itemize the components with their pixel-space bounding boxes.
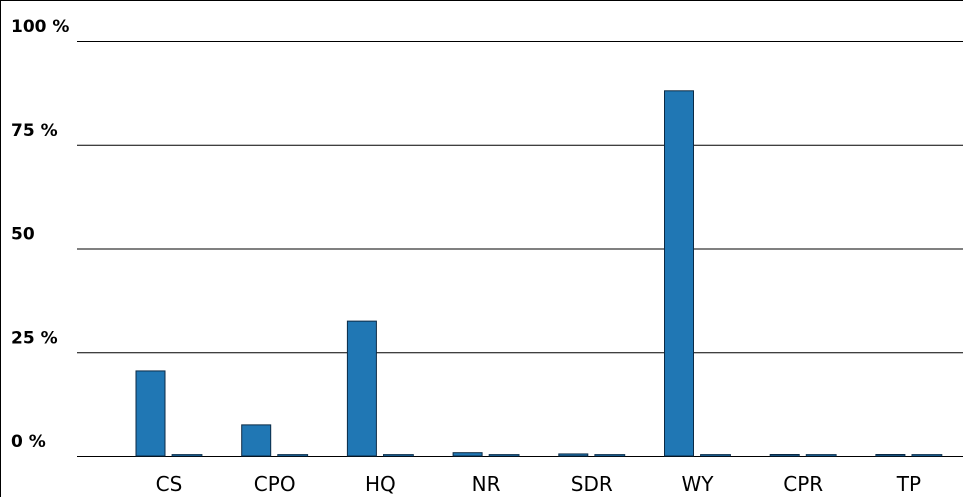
x-tick-label: TP [896, 472, 921, 496]
bar-secondary-cs [171, 454, 203, 457]
bar-secondary-nr [488, 454, 520, 457]
bar-secondary-cpr [805, 454, 837, 457]
x-axis-tick-labels: CS CPO HQ NR SDR WY CPR TP [156, 472, 921, 496]
bar-secondary-wy [700, 454, 731, 457]
bar-secondary-cpo [277, 454, 309, 457]
x-tick-label: CPR [783, 472, 823, 496]
y-axis-tick-labels: 0 % 25 % 50 75 % 100 % [11, 17, 69, 452]
x-tick-label: CS [156, 472, 183, 496]
bar-wy [664, 90, 694, 457]
y-tick-label: 75 % [11, 121, 58, 141]
y-tick-label: 100 % [11, 17, 69, 37]
x-tick-label: HQ [365, 472, 396, 496]
x-tick-label: CPO [254, 472, 296, 496]
x-tick-label: WY [682, 472, 715, 496]
y-tick-label: 0 % [11, 432, 46, 452]
bar-secondary-tp [911, 454, 943, 457]
y-tick-label: 25 % [11, 328, 58, 348]
gridlines [77, 41, 963, 457]
y-tick-label: 50 [11, 225, 35, 245]
bar-sdr [558, 453, 589, 457]
bar-cs [135, 370, 166, 457]
bars [135, 90, 943, 457]
bar-hq [346, 320, 377, 457]
x-tick-label: SDR [571, 472, 613, 496]
bar-secondary-sdr [594, 454, 626, 457]
bar-nr [452, 452, 483, 457]
bar-tp [875, 454, 906, 457]
bar-cpr [769, 454, 800, 457]
bar-cpo [241, 424, 272, 457]
x-tick-label: NR [472, 472, 501, 496]
bar-secondary-hq [382, 454, 414, 457]
